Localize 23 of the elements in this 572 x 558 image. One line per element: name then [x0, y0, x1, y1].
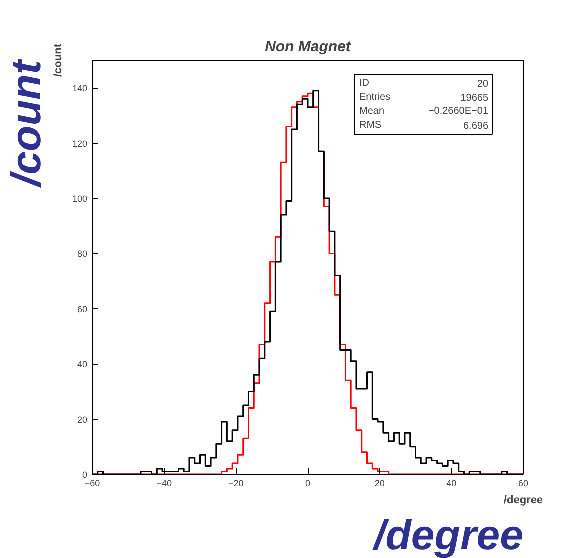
text: Entries 19665 [360, 92, 489, 104]
x-axis-title: /degree [504, 494, 544, 506]
text: /count [2, 58, 50, 188]
x-tick-label: −40 [156, 478, 172, 488]
y-tick-label: 80 [77, 249, 88, 260]
y-tick-label: 0 [82, 470, 88, 480]
x-tick-label: −20 [228, 478, 244, 488]
y-tick-label: 100 [72, 194, 88, 204]
x-tick-label: −60 [84, 478, 100, 488]
y-tick-label: 20 [77, 414, 88, 425]
y-tick-label: 120 [72, 138, 88, 149]
y-tick-label: 140 [72, 84, 88, 94]
y-tick-label: 40 [77, 360, 88, 370]
chart-title: Non Magnet [265, 38, 352, 56]
x-tick-label: 60 [518, 478, 529, 488]
x-tick-label: 0 [305, 478, 311, 488]
text: RMS 6.696 [360, 120, 489, 132]
text: Mean −0.2660E−01 [360, 106, 489, 117]
y-tick-label: 60 [77, 304, 88, 314]
x-tick-label: 20 [374, 478, 385, 488]
x-tick-label: 40 [446, 478, 457, 488]
text: ID 20 [360, 78, 488, 90]
y-axis-title: /count [52, 44, 64, 77]
